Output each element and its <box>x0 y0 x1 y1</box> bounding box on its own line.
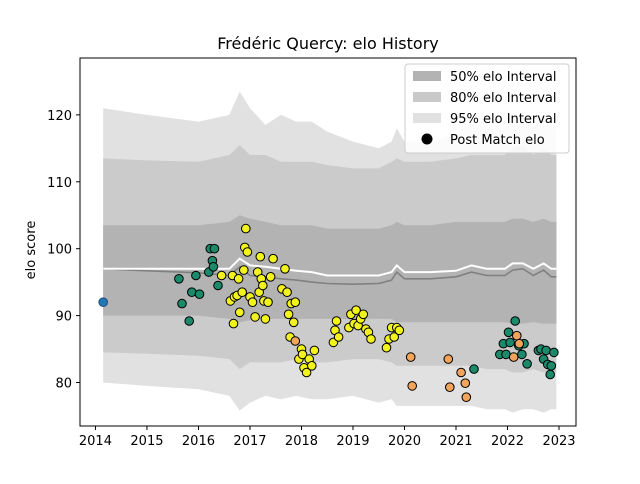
interval-50-band <box>103 215 557 324</box>
post-match-elo-point <box>297 349 308 360</box>
post-match-elo-point <box>255 251 266 262</box>
post-match-elo-point <box>233 274 244 284</box>
post-match-elo-point <box>208 262 219 272</box>
x-tick-label: 2016 <box>182 434 215 449</box>
x-tick-label: 2021 <box>439 434 472 449</box>
mean-elo-line <box>103 257 557 277</box>
post-match-elo-point <box>216 270 227 281</box>
plot-clipped-group <box>98 91 559 413</box>
post-match-elo-point <box>469 364 479 374</box>
y-tick-label: 80 <box>55 377 72 392</box>
legend-marker <box>421 133 433 145</box>
post-match-elo-point <box>288 317 299 328</box>
post-match-elo-point <box>228 318 239 329</box>
post-match-elo-point <box>522 359 532 369</box>
x-tick-label: 2022 <box>491 434 524 449</box>
post-match-elo-point <box>505 337 515 348</box>
post-match-elo-point <box>250 312 260 322</box>
post-match-elo-point <box>358 309 369 320</box>
y-tick-label: 120 <box>47 109 72 124</box>
axes: 2014 2015 2016 2017 2018 2019 2020 2021 2022 2023… <box>47 57 577 449</box>
legend-swatch <box>413 92 441 102</box>
post-match-elo-point <box>445 382 455 393</box>
legend-swatch <box>413 113 441 123</box>
post-match-elo-point <box>258 280 268 291</box>
post-match-elo-point <box>98 297 108 308</box>
legend-label: Post Match elo <box>450 133 545 148</box>
axes-frame <box>79 57 577 427</box>
legend-box <box>404 63 570 154</box>
plot-area <box>98 91 559 413</box>
legend: 50% elo Interval 80% elo Interval 95% elo … <box>404 63 570 154</box>
post-match-elo-point <box>191 270 201 281</box>
post-match-elo-point <box>541 345 551 356</box>
y-tick-label: 100 <box>47 243 72 258</box>
x-tick-label: 2018 <box>285 434 318 449</box>
post-match-elo-point <box>517 349 527 360</box>
post-match-elo-point <box>394 325 405 336</box>
post-match-elo-point <box>443 354 454 364</box>
post-match-elo-point <box>280 264 290 274</box>
post-match-elo-point <box>237 287 247 298</box>
post-match-elo-point <box>508 352 519 362</box>
legend-swatch <box>413 71 441 81</box>
post-match-elo-point <box>407 381 418 391</box>
post-match-elo-point <box>549 347 559 358</box>
post-match-elo-point <box>283 309 294 320</box>
post-match-elo-point <box>381 342 392 353</box>
post-match-elo-point <box>461 392 472 403</box>
legend-label: 80% elo Interval <box>450 91 557 106</box>
x-tick-label: 2023 <box>542 434 575 449</box>
post-match-elo-point <box>333 332 344 342</box>
post-match-elo-point <box>366 334 376 344</box>
post-match-elo-point <box>456 367 466 378</box>
x-tick-label: 2020 <box>388 434 421 449</box>
post-match-elo-point <box>241 223 251 234</box>
post-match-elo-point <box>405 352 416 362</box>
post-match-elo-point <box>512 330 522 341</box>
post-match-elo-point <box>268 253 278 264</box>
x-tick-label: 2017 <box>233 434 266 449</box>
post-match-elo-point <box>177 298 187 309</box>
y-axis-label: elo score <box>24 221 39 280</box>
legend-label: 95% elo Interval <box>450 112 557 127</box>
post-match-elo-point <box>247 297 258 308</box>
post-match-elo-point <box>301 367 312 378</box>
post-match-elo-point <box>307 361 317 371</box>
y-tick-label: 90 <box>55 310 72 325</box>
post-match-elo-point <box>242 247 253 257</box>
post-match-elo-point <box>514 338 525 349</box>
post-match-elo-point <box>331 316 342 326</box>
post-match-elo-point <box>263 297 273 308</box>
post-match-elo-point <box>239 265 249 275</box>
post-match-elo-point <box>213 280 223 291</box>
post-match-elo-point <box>234 307 245 318</box>
x-tick-label: 2014 <box>79 434 112 449</box>
post-match-elo-point <box>510 316 521 326</box>
post-match-elo-point <box>260 314 271 324</box>
post-match-elo-point <box>194 289 205 300</box>
post-match-elo-point <box>389 332 400 342</box>
x-tick-label: 2015 <box>130 434 163 449</box>
post-match-elo-point <box>460 378 471 389</box>
post-match-elo-point <box>184 316 194 326</box>
post-match-elo-point <box>290 336 301 346</box>
post-match-elo-point <box>282 287 292 298</box>
post-match-elo-point <box>545 369 556 380</box>
x-tick-label: 2019 <box>336 434 369 449</box>
post-match-elo-point <box>174 274 184 284</box>
post-match-elo-point <box>209 243 220 254</box>
post-match-elo-point <box>265 272 276 282</box>
post-match-elo-point <box>503 327 514 338</box>
post-match-elo-point <box>546 361 557 371</box>
post-match-elo-point <box>351 305 361 316</box>
legend-label: 50% elo Interval <box>450 70 557 85</box>
chart-title: Frédéric Quercy: elo History <box>217 34 438 53</box>
post-match-elo-point <box>290 297 301 308</box>
post-match-elo-point <box>309 345 320 356</box>
y-tick-label: 110 <box>47 176 72 191</box>
